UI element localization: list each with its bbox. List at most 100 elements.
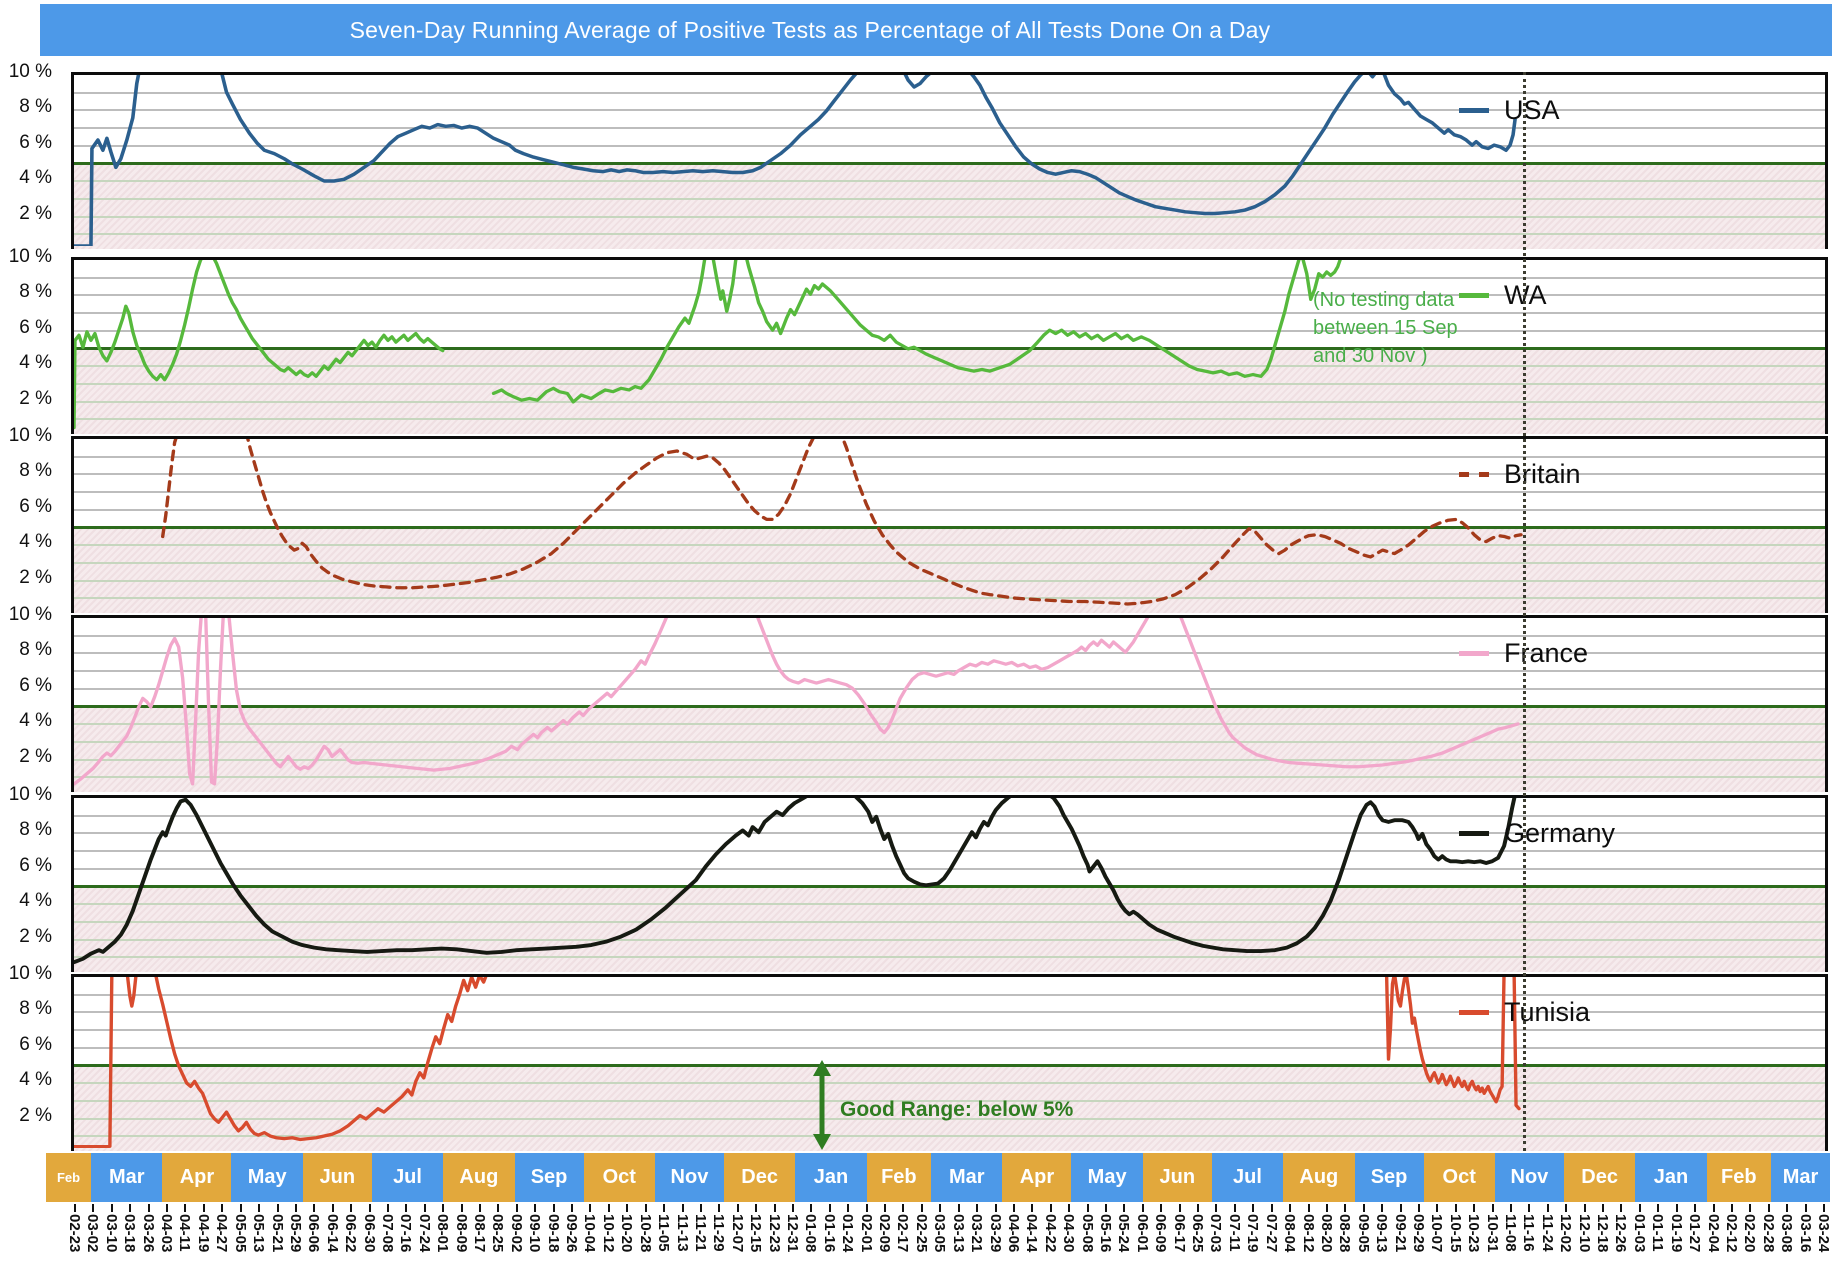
- gridline-3pct: [74, 1099, 1825, 1102]
- panel-wa: WA: [71, 257, 1828, 434]
- date-tick-mark: [1104, 1204, 1107, 1212]
- date-tick-mark: [1344, 1204, 1347, 1212]
- date-tick-mark: [1399, 1204, 1402, 1212]
- month-segment-14-apr: Apr: [1002, 1153, 1072, 1202]
- date-tick-label: 12-31: [784, 1214, 801, 1253]
- date-tick-label: 09-18: [544, 1214, 562, 1253]
- month-segment-1-mar: Mar: [91, 1153, 163, 1202]
- date-tick-mark: [1712, 1204, 1715, 1212]
- gridline-1pct: [74, 597, 1825, 600]
- date-tick-mark: [313, 1204, 316, 1212]
- date-tick-mark: [644, 1204, 647, 1212]
- y-label-tunisia-8pct: 8 %: [19, 998, 52, 1020]
- date-tick-mark: [460, 1204, 463, 1212]
- gridline-7pct: [74, 491, 1825, 494]
- gridline-1pct: [74, 1135, 1825, 1138]
- wa-missing-data-note: (No testing data between 15 Sep and 30 N…: [1313, 286, 1458, 370]
- y-label-usa-8pct: 8 %: [19, 96, 52, 118]
- date-tick-label: 02-04: [1704, 1214, 1722, 1253]
- y-label-france-8pct: 8 %: [19, 639, 52, 661]
- gridline-3pct: [74, 920, 1825, 923]
- date-tick-label: 10-20: [618, 1214, 636, 1253]
- date-tick-mark: [442, 1204, 445, 1212]
- gridline-8pct: [74, 832, 1825, 835]
- date-tick-label: 03-26: [139, 1214, 157, 1253]
- gridline-1pct: [74, 418, 1825, 421]
- britain-legend-label: Britain: [1504, 459, 1581, 489]
- wa-note-line-1: (No testing data: [1313, 289, 1455, 311]
- five-percent-threshold-line: [74, 347, 1825, 350]
- gridline-2pct: [74, 215, 1825, 218]
- date-tick-label: 03-16: [1796, 1214, 1814, 1253]
- y-label-germany-6pct: 6 %: [19, 854, 52, 876]
- good-range-arrow-icon: [813, 1060, 831, 1150]
- date-tick-label: 06-25: [1189, 1214, 1207, 1253]
- wa-note-line-2: between 15 Sep: [1313, 317, 1458, 339]
- date-tick-mark: [607, 1204, 610, 1212]
- gridline-4pct: [74, 544, 1825, 547]
- month-segment-21-nov: Nov: [1494, 1153, 1564, 1202]
- date-tick-label: 01-27: [1686, 1214, 1704, 1253]
- date-tick-mark: [202, 1204, 205, 1212]
- gridline-7pct: [74, 850, 1825, 853]
- date-tick-label: 01-03: [1630, 1214, 1648, 1253]
- month-segment-5-jul: Jul: [371, 1153, 444, 1202]
- gridline-6pct: [74, 144, 1825, 147]
- month-segment-2-apr: Apr: [162, 1153, 232, 1202]
- month-segment-7-sep: Sep: [514, 1153, 584, 1202]
- britain-line: [161, 439, 1523, 606]
- gridline-6pct: [74, 687, 1825, 690]
- date-tick-mark: [1197, 1204, 1200, 1212]
- date-tick-label: 07-27: [1262, 1214, 1280, 1253]
- date-tick-mark: [1822, 1204, 1825, 1212]
- gridline-2pct: [74, 758, 1825, 761]
- y-label-britain-4pct: 4 %: [19, 531, 52, 553]
- date-tick-mark: [1160, 1204, 1163, 1212]
- gridline-2pct: [74, 400, 1825, 403]
- date-tick-mark: [1362, 1204, 1365, 1212]
- date-tick-mark: [1123, 1204, 1126, 1212]
- y-label-france-4pct: 4 %: [19, 710, 52, 732]
- britain-legend-swatch-icon: [1459, 472, 1489, 477]
- date-tick-mark: [1510, 1204, 1513, 1212]
- month-segment-13-mar: Mar: [931, 1153, 1003, 1202]
- date-tick-label: 05-21: [268, 1214, 286, 1253]
- date-tick-label: 12-10: [1575, 1214, 1593, 1253]
- y-label-usa-4pct: 4 %: [19, 167, 52, 189]
- date-tick-mark: [939, 1204, 942, 1212]
- date-tick-label: 01-11: [1649, 1214, 1667, 1252]
- date-tick-mark: [479, 1204, 482, 1212]
- month-segment-15-may: May: [1071, 1153, 1143, 1202]
- date-tick-label: 01-24: [839, 1214, 857, 1253]
- date-tick-label: 11-05: [655, 1214, 673, 1252]
- date-tick-label: 02-17: [894, 1214, 912, 1253]
- date-tick-label: 07-03: [1207, 1214, 1225, 1253]
- y-label-germany-2pct: 2 %: [19, 925, 52, 947]
- wa-note-line-3: and 30 Nov ): [1313, 345, 1428, 367]
- date-tick-label: 04-19: [194, 1214, 212, 1253]
- gridline-3pct: [74, 197, 1825, 200]
- date-tick-mark: [1031, 1204, 1034, 1212]
- month-segment-3-may: May: [231, 1153, 303, 1202]
- date-tick-mark: [110, 1204, 113, 1212]
- germany-legend-label: Germany: [1504, 818, 1616, 848]
- chart-title-bar: Seven-Day Running Average of Positive Te…: [40, 4, 1832, 56]
- date-tick-label: 08-20: [1317, 1214, 1335, 1253]
- month-segment-8-oct: Oct: [583, 1153, 655, 1202]
- gridline-6pct: [74, 329, 1825, 332]
- tunisia-line: [74, 977, 1521, 1148]
- five-percent-threshold-line: [74, 705, 1825, 708]
- date-tick-label: 02-01: [857, 1214, 875, 1253]
- date-tick-mark: [258, 1204, 261, 1212]
- date-tick-mark: [1049, 1204, 1052, 1212]
- y-label-germany-4pct: 4 %: [19, 890, 52, 912]
- legend-germany: Germany: [1459, 818, 1615, 849]
- date-tick-label: 08-09: [452, 1214, 470, 1253]
- date-tick-label: 05-24: [1115, 1214, 1133, 1253]
- date-tick-label: 10-07: [1428, 1214, 1446, 1253]
- gridline-1pct: [74, 956, 1825, 959]
- date-tick-label: 11-16: [1520, 1214, 1538, 1252]
- gridline-7pct: [74, 127, 1825, 130]
- date-tick-label: 09-26: [563, 1214, 581, 1253]
- date-tick-mark: [1657, 1204, 1660, 1212]
